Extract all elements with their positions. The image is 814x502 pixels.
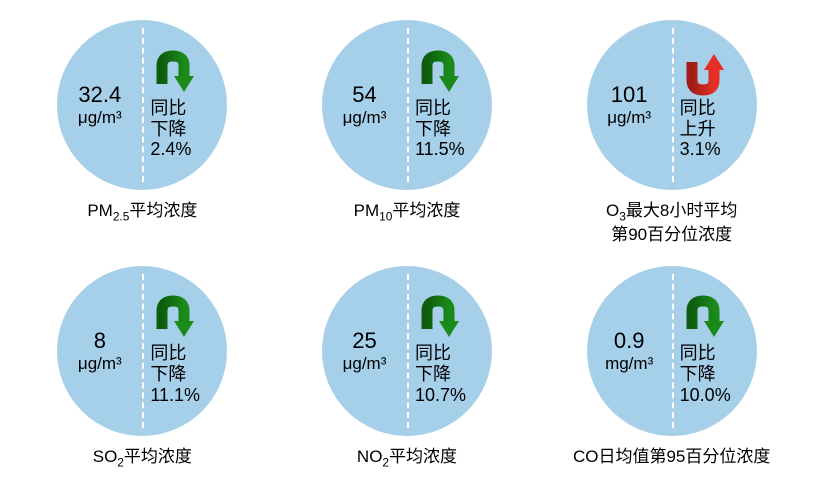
pollutant-cell: 101μg/m³ 同比 上升3.1% O3最大8小时平均第90百分位浓度 xyxy=(559,20,784,246)
pollutant-circle: 8μg/m³ 同比 下降11.1% xyxy=(57,266,227,436)
pollutant-label: O3最大8小时平均第90百分位浓度 xyxy=(606,200,737,246)
right-half: 同比 下降10.7% xyxy=(407,266,492,436)
concentration-unit: mg/m³ xyxy=(605,354,653,374)
right-half: 同比 下降11.5% xyxy=(407,20,492,190)
pollutant-cell: 0.9mg/m³ 同比 下降10.0% CO日均值第95百分位浓度 xyxy=(559,266,784,482)
trend-label: 同比 下降 xyxy=(680,343,716,384)
concentration-unit: μg/m³ xyxy=(607,108,651,128)
trend-label: 同比 下降 xyxy=(150,98,186,139)
left-half: 25μg/m³ xyxy=(322,266,407,436)
circle-divider xyxy=(672,274,674,428)
pollutant-label: SO2平均浓度 xyxy=(93,446,192,470)
pollutant-label: PM10平均浓度 xyxy=(354,200,461,224)
pollutant-circle: 101μg/m³ 同比 上升3.1% xyxy=(587,20,757,190)
circle-divider xyxy=(142,28,144,182)
pollutant-label: PM2.5平均浓度 xyxy=(87,200,197,224)
trend-percent: 2.4% xyxy=(150,139,191,160)
left-half: 101μg/m³ xyxy=(587,20,672,190)
left-half: 8μg/m³ xyxy=(57,266,142,436)
right-half: 同比 上升3.1% xyxy=(672,20,757,190)
concentration-value: 54 xyxy=(352,82,376,108)
concentration-value: 25 xyxy=(352,328,376,354)
pollutant-circle: 25μg/m³ 同比 下降10.7% xyxy=(322,266,492,436)
right-half: 同比 下降2.4% xyxy=(142,20,227,190)
pollutant-label: CO日均值第95百分位浓度 xyxy=(573,446,770,467)
trend-label: 同比 上升 xyxy=(680,98,716,139)
pollutant-cell: 54μg/m³ 同比 下降11.5% PM10平均浓度 xyxy=(295,20,520,246)
concentration-value: 0.9 xyxy=(614,328,645,354)
pollutant-circle: 32.4μg/m³ 同比 下降2.4% xyxy=(57,20,227,190)
concentration-unit: μg/m³ xyxy=(343,354,387,374)
left-half: 32.4μg/m³ xyxy=(57,20,142,190)
concentration-unit: μg/m³ xyxy=(343,108,387,128)
arrow-down-icon xyxy=(150,295,196,341)
concentration-value: 101 xyxy=(611,82,648,108)
pollutant-cell: 25μg/m³ 同比 下降10.7% NO2平均浓度 xyxy=(295,266,520,482)
left-half: 0.9mg/m³ xyxy=(587,266,672,436)
right-half: 同比 下降11.1% xyxy=(142,266,227,436)
pollutant-grid: 32.4μg/m³ 同比 下降2.4%PM2.5平均浓度54μg/m³ 同比 下… xyxy=(30,20,784,482)
trend-percent: 11.1% xyxy=(150,385,200,406)
trend-percent: 3.1% xyxy=(680,139,721,160)
right-half: 同比 下降10.0% xyxy=(672,266,757,436)
pollutant-circle: 0.9mg/m³ 同比 下降10.0% xyxy=(587,266,757,436)
circle-divider xyxy=(672,28,674,182)
pollutant-label: NO2平均浓度 xyxy=(357,446,457,470)
left-half: 54μg/m³ xyxy=(322,20,407,190)
pollutant-circle: 54μg/m³ 同比 下降11.5% xyxy=(322,20,492,190)
pollutant-cell: 8μg/m³ 同比 下降11.1% SO2平均浓度 xyxy=(30,266,255,482)
arrow-down-icon xyxy=(680,295,726,341)
circle-divider xyxy=(407,28,409,182)
arrow-up-icon xyxy=(680,50,726,96)
circle-divider xyxy=(407,274,409,428)
trend-percent: 11.5% xyxy=(415,139,465,160)
trend-label: 同比 下降 xyxy=(150,343,186,384)
trend-percent: 10.0% xyxy=(680,385,731,406)
arrow-down-icon xyxy=(150,50,196,96)
circle-divider xyxy=(142,274,144,428)
concentration-unit: μg/m³ xyxy=(78,354,122,374)
arrow-down-icon xyxy=(415,295,461,341)
concentration-unit: μg/m³ xyxy=(78,108,122,128)
concentration-value: 32.4 xyxy=(78,82,121,108)
trend-label: 同比 下降 xyxy=(415,98,451,139)
trend-percent: 10.7% xyxy=(415,385,466,406)
concentration-value: 8 xyxy=(94,328,106,354)
pollutant-cell: 32.4μg/m³ 同比 下降2.4% PM2.5平均浓度 xyxy=(30,20,255,246)
arrow-down-icon xyxy=(415,50,461,96)
trend-label: 同比 下降 xyxy=(415,343,451,384)
